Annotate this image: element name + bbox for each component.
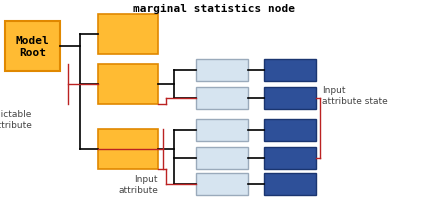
Bar <box>264 147 316 169</box>
Bar <box>196 119 248 141</box>
Bar <box>98 129 158 169</box>
Bar <box>196 173 248 195</box>
Text: Input
attribute state: Input attribute state <box>322 86 388 105</box>
Bar <box>5 22 60 72</box>
Text: predictable
attribute: predictable attribute <box>0 110 32 129</box>
Text: Input
attribute: Input attribute <box>118 174 158 194</box>
Bar <box>196 147 248 169</box>
Bar <box>264 173 316 195</box>
Bar <box>196 88 248 109</box>
Text: Model
Root: Model Root <box>16 36 49 58</box>
Bar <box>98 15 158 55</box>
Bar <box>264 60 316 82</box>
Bar <box>264 88 316 109</box>
Bar <box>264 119 316 141</box>
Bar <box>196 60 248 82</box>
Text: marginal statistics node: marginal statistics node <box>133 4 295 14</box>
Bar <box>98 65 158 104</box>
